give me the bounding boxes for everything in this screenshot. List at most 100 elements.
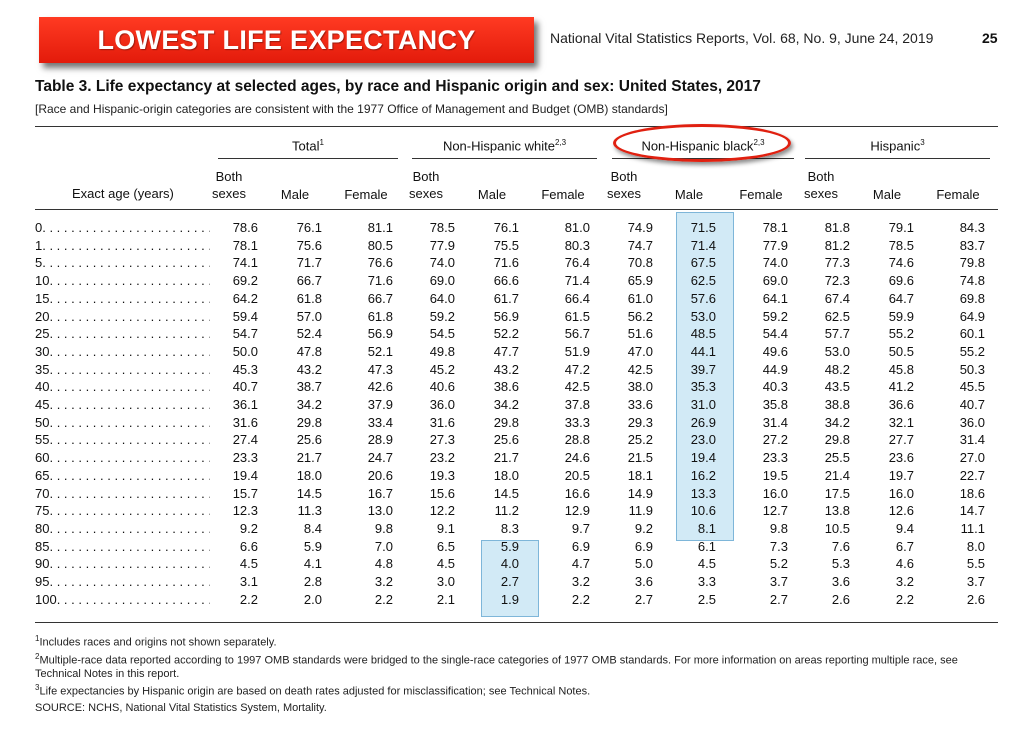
value-cell: 76.1 — [296, 220, 322, 235]
leader-dots: . . . . . . . . . . . . . . . . . . . . … — [42, 255, 210, 271]
value-cell: 52.1 — [367, 343, 393, 359]
value-cell: 15.7 — [232, 485, 258, 501]
value-cell: 47.7 — [493, 343, 519, 359]
value-cell: 14.5 — [493, 485, 519, 501]
value-cell: 3.7 — [769, 574, 788, 589]
value-cell: 64.9 — [959, 308, 985, 324]
value-cell: 21.7 — [296, 450, 322, 466]
value-cell: 2.7 — [634, 591, 653, 607]
value-cell: 50.0 — [232, 343, 258, 359]
value-cell: 11.2 — [494, 503, 519, 519]
value-cell: 9.8 — [374, 520, 393, 536]
group-rule-non-hispanic-white — [412, 158, 597, 159]
value-cell: 71.7 — [296, 255, 322, 271]
value-cell: 16.0 — [888, 485, 914, 501]
value-cell: 13.3 — [690, 485, 716, 501]
value-cell: 25.6 — [296, 432, 322, 448]
report-header: National Vital Statistics Reports, Vol. … — [550, 30, 934, 46]
value-cell: 53.0 — [690, 308, 716, 324]
value-cell: 6.1 — [697, 538, 716, 554]
table-top-rule — [35, 126, 998, 127]
value-cell: 81.1 — [367, 220, 393, 235]
value-cell: 56.2 — [627, 308, 653, 324]
age-cell: 20. . . . . . . . . . . . . . . . . . . … — [35, 309, 210, 324]
leader-dots: . . . . . . . . . . . . . . . . . . . . … — [49, 556, 210, 572]
value-cell: 6.7 — [895, 538, 914, 554]
value-cell: 7.0 — [374, 538, 393, 554]
table-note: [Race and Hispanic-origin categories are… — [35, 102, 668, 116]
table-row: 60. . . . . . . . . . . . . . . . . . . … — [0, 450, 1024, 468]
age-cell: 65. . . . . . . . . . . . . . . . . . . … — [35, 468, 210, 483]
value-cell: 69.8 — [959, 290, 985, 306]
value-cell: 40.7 — [959, 397, 985, 412]
value-cell: 36.0 — [429, 397, 455, 412]
value-cell: 69.0 — [762, 273, 788, 289]
footnote-3: 3Life expectancies by Hispanic origin ar… — [35, 683, 591, 698]
value-cell: 84.3 — [959, 220, 985, 235]
value-cell: 45.5 — [959, 379, 985, 395]
value-cell: 67.4 — [824, 290, 850, 306]
value-cell: 78.5 — [429, 220, 455, 235]
value-cell: 77.9 — [429, 237, 455, 253]
leader-dots: . . . . . . . . . . . . . . . . . . . . … — [49, 361, 210, 377]
value-cell: 83.7 — [959, 237, 985, 253]
value-cell: 80.5 — [367, 237, 393, 253]
value-cell: 12.3 — [232, 503, 258, 519]
value-cell: 61.0 — [627, 290, 653, 306]
value-cell: 34.2 — [493, 397, 519, 412]
value-cell: 36.1 — [232, 397, 258, 412]
value-cell: 4.1 — [303, 556, 322, 572]
value-cell: 38.8 — [824, 397, 850, 412]
value-cell: 15.6 — [429, 485, 455, 501]
value-cell: 2.1 — [436, 591, 455, 607]
value-cell: 42.5 — [564, 379, 590, 395]
value-cell: 37.9 — [367, 397, 393, 412]
value-cell: 4.5 — [436, 556, 455, 572]
page-number: 25 — [982, 30, 998, 46]
leader-dots: . . . . . . . . . . . . . . . . . . . . … — [49, 397, 210, 412]
value-cell: 37.8 — [564, 397, 590, 412]
value-cell: 66.7 — [367, 290, 393, 306]
value-cell: 19.3 — [429, 467, 455, 483]
leader-dots: . . . . . . . . . . . . . . . . . . . . … — [56, 591, 210, 607]
age-cell: 45. . . . . . . . . . . . . . . . . . . … — [35, 397, 210, 412]
table-row: 50. . . . . . . . . . . . . . . . . . . … — [0, 415, 1024, 433]
value-cell: 31.6 — [232, 414, 258, 430]
value-cell: 62.5 — [690, 273, 716, 289]
value-cell: 66.6 — [493, 273, 519, 289]
value-cell: 61.8 — [296, 290, 322, 306]
value-cell: 9.2 — [239, 520, 258, 536]
value-cell: 27.3 — [429, 432, 455, 448]
table-row: 10. . . . . . . . . . . . . . . . . . . … — [0, 273, 1024, 291]
value-cell: 28.8 — [564, 432, 590, 448]
value-cell: 16.7 — [367, 485, 393, 501]
value-cell: 33.6 — [627, 397, 653, 412]
value-cell: 6.9 — [634, 538, 653, 554]
value-cell: 45.2 — [429, 361, 455, 377]
age-cell: 70. . . . . . . . . . . . . . . . . . . … — [35, 486, 210, 501]
value-cell: 1.9 — [500, 591, 519, 607]
value-cell: 18.0 — [296, 467, 322, 483]
value-cell: 16.2 — [690, 467, 716, 483]
value-cell: 8.4 — [303, 520, 322, 536]
header-bottom-rule — [35, 209, 998, 210]
value-cell: 55.2 — [959, 343, 985, 359]
value-cell: 43.2 — [296, 361, 322, 377]
value-cell: 19.4 — [232, 467, 258, 483]
value-cell: 69.0 — [429, 273, 455, 289]
value-cell: 12.7 — [762, 503, 788, 519]
footnote-1: 1Includes races and origins not shown se… — [35, 634, 277, 649]
value-cell: 31.0 — [690, 397, 716, 412]
value-cell: 2.0 — [303, 591, 322, 607]
value-cell: 55.2 — [888, 326, 914, 342]
value-cell: 54.4 — [762, 326, 788, 342]
value-cell: 24.7 — [367, 450, 393, 466]
age-cell: 85. . . . . . . . . . . . . . . . . . . … — [35, 539, 210, 554]
value-cell: 64.2 — [232, 290, 258, 306]
value-cell: 18.1 — [627, 467, 653, 483]
value-cell: 2.2 — [571, 591, 590, 607]
value-cell: 39.7 — [690, 361, 716, 377]
value-cell: 76.6 — [367, 255, 393, 271]
leader-dots: . . . . . . . . . . . . . . . . . . . . … — [49, 432, 210, 448]
value-cell: 9.4 — [895, 520, 914, 536]
